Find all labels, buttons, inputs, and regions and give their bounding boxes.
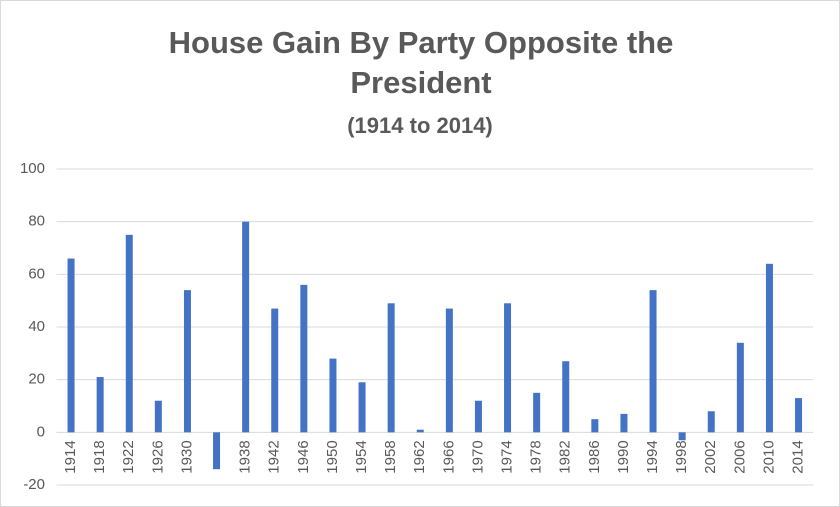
- x-tick-label: 1978: [528, 440, 545, 473]
- bar: [562, 361, 570, 433]
- chart-title: House Gain By Party Opposite the Preside…: [168, 25, 674, 100]
- y-tick-label: 80: [28, 213, 45, 230]
- x-tick-label: 2002: [702, 440, 719, 473]
- x-tick-label: 2006: [731, 440, 748, 473]
- bar: [533, 392, 541, 433]
- x-tick-label: 1998: [673, 440, 690, 473]
- bar: [329, 358, 337, 433]
- x-tick-label: 1958: [382, 440, 399, 473]
- bar: [649, 290, 657, 433]
- x-tick-label: 1994: [644, 440, 661, 473]
- x-tick-label: 1970: [469, 440, 486, 473]
- bar: [300, 284, 308, 433]
- y-tick-label: -20: [23, 476, 45, 493]
- x-tick-label: 1986: [586, 440, 603, 473]
- bar: [765, 263, 773, 433]
- bar: [591, 419, 599, 433]
- y-tick-label: 40: [28, 318, 45, 335]
- y-tick-label: 60: [28, 265, 45, 282]
- x-tick-label: 1982: [557, 440, 574, 473]
- x-tick-label: 1918: [91, 440, 108, 473]
- bar: [358, 382, 366, 433]
- x-tick-label: 1914: [62, 440, 79, 473]
- bar: [474, 400, 482, 433]
- bar: [67, 258, 75, 433]
- bar: [416, 429, 424, 433]
- bar: [96, 377, 104, 433]
- bar: [271, 308, 279, 433]
- bar: [213, 432, 221, 470]
- x-tick-label: 1990: [615, 440, 632, 473]
- bar: [678, 432, 686, 441]
- bar: [445, 308, 453, 433]
- x-tick-label: 1922: [120, 440, 137, 473]
- bar: [154, 400, 162, 433]
- x-tick-label: 1930: [178, 440, 195, 473]
- bar: [795, 398, 803, 433]
- x-tick-label: 1942: [266, 440, 283, 473]
- x-tick-label: 2014: [790, 440, 807, 473]
- x-tick-label: 1938: [237, 440, 254, 473]
- chart-subtitle: (1914 to 2014): [347, 113, 493, 138]
- bar: [183, 290, 191, 433]
- y-tick-label: 100: [20, 160, 45, 177]
- x-tick-label: 2010: [760, 440, 777, 473]
- x-tick-label: 1974: [499, 440, 516, 473]
- bar: [387, 303, 395, 433]
- bar: [504, 303, 512, 433]
- x-tick-label: 1962: [411, 440, 428, 473]
- bar: [707, 411, 715, 433]
- bar: [620, 413, 628, 433]
- y-tick-label: 20: [28, 371, 45, 388]
- x-tick-label: 1966: [440, 440, 457, 473]
- bar: [242, 221, 250, 433]
- bar: [125, 234, 133, 433]
- x-tick-label: 1926: [149, 440, 166, 473]
- x-tick-label: 1950: [324, 440, 341, 473]
- y-tick-label: 0: [37, 423, 45, 440]
- x-tick-label: 1954: [353, 440, 370, 473]
- x-tick-label: 1946: [295, 440, 312, 473]
- bar: [736, 342, 744, 433]
